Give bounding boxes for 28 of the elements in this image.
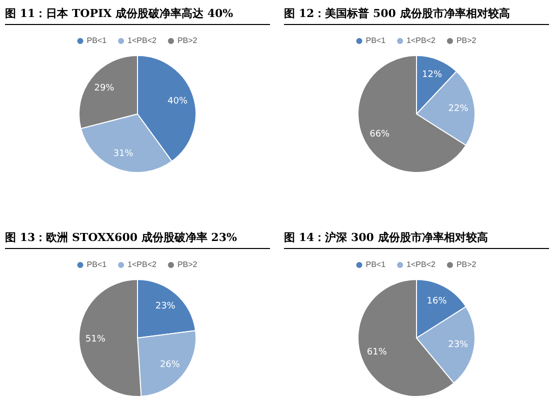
chart-title: 图 11：日本 TOPIX 成份股破净率高达 40% — [5, 6, 270, 25]
data-label: 12% — [422, 70, 442, 80]
legend-label: 1<PB<2 — [406, 36, 436, 46]
data-label: 31% — [113, 148, 134, 159]
legend-label: PB<1 — [86, 36, 108, 46]
legend-label: PB<1 — [366, 260, 386, 270]
chart-title: 图 13：欧洲 STOXX600 成份股破净率 23% — [5, 230, 270, 249]
legend-label: 1<PB<2 — [128, 260, 158, 270]
data-label: 61% — [366, 348, 388, 358]
legend-label: PB<1 — [366, 36, 386, 46]
legend-label: PB>2 — [177, 36, 198, 46]
data-label: 51% — [85, 334, 106, 345]
data-label: 22% — [448, 104, 469, 114]
data-label: 26% — [160, 360, 180, 370]
chart-title: 图 12：美国标普 500 成份股市净率相对较高 — [284, 6, 549, 25]
data-label: 40% — [168, 96, 188, 106]
legend-label: PB<1 — [86, 260, 108, 270]
legend-label: 1<PB<2 — [406, 260, 436, 270]
data-label: 23% — [448, 340, 469, 350]
data-label: 29% — [94, 84, 115, 94]
legend-label: PB>2 — [456, 260, 477, 270]
data-label: 66% — [370, 130, 390, 140]
chart-title: 图 14：沪深 300 成份股市净率相对较高 — [284, 230, 549, 249]
data-label: 16% — [426, 296, 448, 306]
legend-label: PB>2 — [177, 260, 198, 270]
data-label: 23% — [155, 302, 176, 312]
legend-label: 1<PB<2 — [128, 36, 158, 46]
legend-label: PB>2 — [456, 36, 477, 46]
